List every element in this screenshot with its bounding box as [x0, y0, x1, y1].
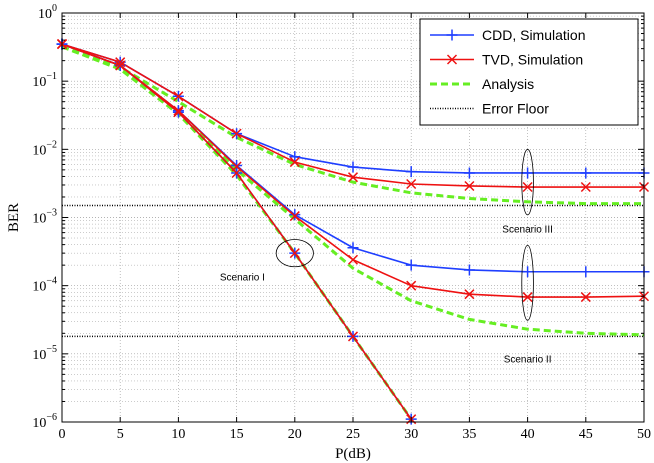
series-line-analysis-scenario-ii	[61, 45, 645, 337]
marker-plus	[522, 266, 534, 278]
marker-x	[231, 161, 242, 172]
marker-plus	[446, 29, 458, 41]
marker-x	[522, 292, 533, 303]
marker-x	[522, 181, 533, 193]
marker-x	[347, 331, 359, 342]
x-tick-labels: 0 5 10 15 20 25 30 35 40 45 50	[59, 427, 652, 442]
marker-x	[464, 180, 475, 192]
marker-x	[406, 178, 417, 190]
marker-x	[173, 91, 184, 102]
scenario-ellipse	[521, 149, 534, 216]
legend: CDD, Simulation TVD, Simulation Analysis Er…	[419, 18, 639, 126]
marker-plus	[405, 259, 417, 271]
marker-x	[347, 254, 359, 265]
axis-ticks	[61, 12, 645, 423]
legend-box	[419, 18, 639, 126]
marker-x	[347, 172, 359, 183]
marker-x	[173, 105, 184, 116]
marker-x	[289, 211, 300, 222]
marker-plus	[463, 264, 475, 276]
marker-plus	[347, 242, 359, 254]
x-tick-label: 35	[462, 427, 476, 442]
marker-x	[580, 292, 591, 303]
scenario-annotations: Scenario I Scenario II Scenario III	[220, 225, 553, 366]
y-tick-label: 100	[38, 3, 57, 22]
series-line-analysis-scenario-iii	[61, 45, 644, 206]
x-tick-label: 5	[117, 427, 124, 442]
marker-x	[464, 289, 475, 300]
marker-x	[231, 128, 242, 139]
marker-plus	[405, 166, 417, 178]
scenario-label: Scenario III	[502, 225, 553, 236]
marker-x	[580, 181, 591, 193]
marker-plus	[289, 151, 301, 163]
marker-plus	[289, 209, 301, 221]
legend-label: TVD, Simulation	[482, 52, 583, 68]
y-axis-title: BER	[6, 203, 22, 232]
marker-plus	[347, 161, 359, 173]
legend-label: Error Floor	[482, 101, 549, 117]
legend-label: Analysis	[482, 76, 534, 92]
y-tick-label: 10−6	[32, 412, 57, 431]
x-tick-label: 40	[521, 427, 535, 442]
scenario-label: Scenario I	[220, 272, 265, 283]
x-tick-label: 20	[288, 427, 302, 442]
y-tick-label: 10−4	[32, 276, 57, 295]
y-tick-label: 10−1	[32, 71, 57, 90]
marker-x	[173, 107, 184, 118]
x-tick-label: 10	[171, 427, 185, 442]
x-tick-label: 45	[579, 427, 593, 442]
marker-plus	[522, 167, 534, 179]
x-tick-label: 0	[59, 427, 66, 442]
x-tick-label: 15	[230, 427, 244, 442]
marker-x	[115, 57, 126, 68]
scenario-ellipses	[275, 149, 534, 321]
marker-x	[115, 60, 126, 71]
marker-plus	[580, 167, 592, 179]
scenario-label: Scenario II	[504, 354, 552, 365]
y-tick-label: 10−5	[32, 344, 57, 363]
marker-x	[406, 280, 417, 291]
marker-plus	[580, 266, 592, 278]
y-tick-labels: 100 10−1 10−2 10−3 10−4 10−5 10−6	[32, 3, 57, 431]
marker-x	[289, 157, 300, 168]
marker-x	[446, 54, 458, 65]
x-tick-label: 25	[346, 427, 360, 442]
x-tick-label: 50	[637, 427, 651, 442]
marker-plus	[463, 167, 475, 179]
x-tick-label: 30	[404, 427, 418, 442]
y-tick-label: 10−2	[32, 139, 57, 158]
scenario-ellipse	[275, 239, 314, 268]
x-axis-title: P(dB)	[335, 446, 371, 462]
y-tick-label: 10−3	[32, 208, 57, 227]
marker-x	[289, 248, 300, 259]
scenario-ellipse	[521, 244, 534, 321]
legend-label: CDD, Simulation	[482, 27, 585, 43]
